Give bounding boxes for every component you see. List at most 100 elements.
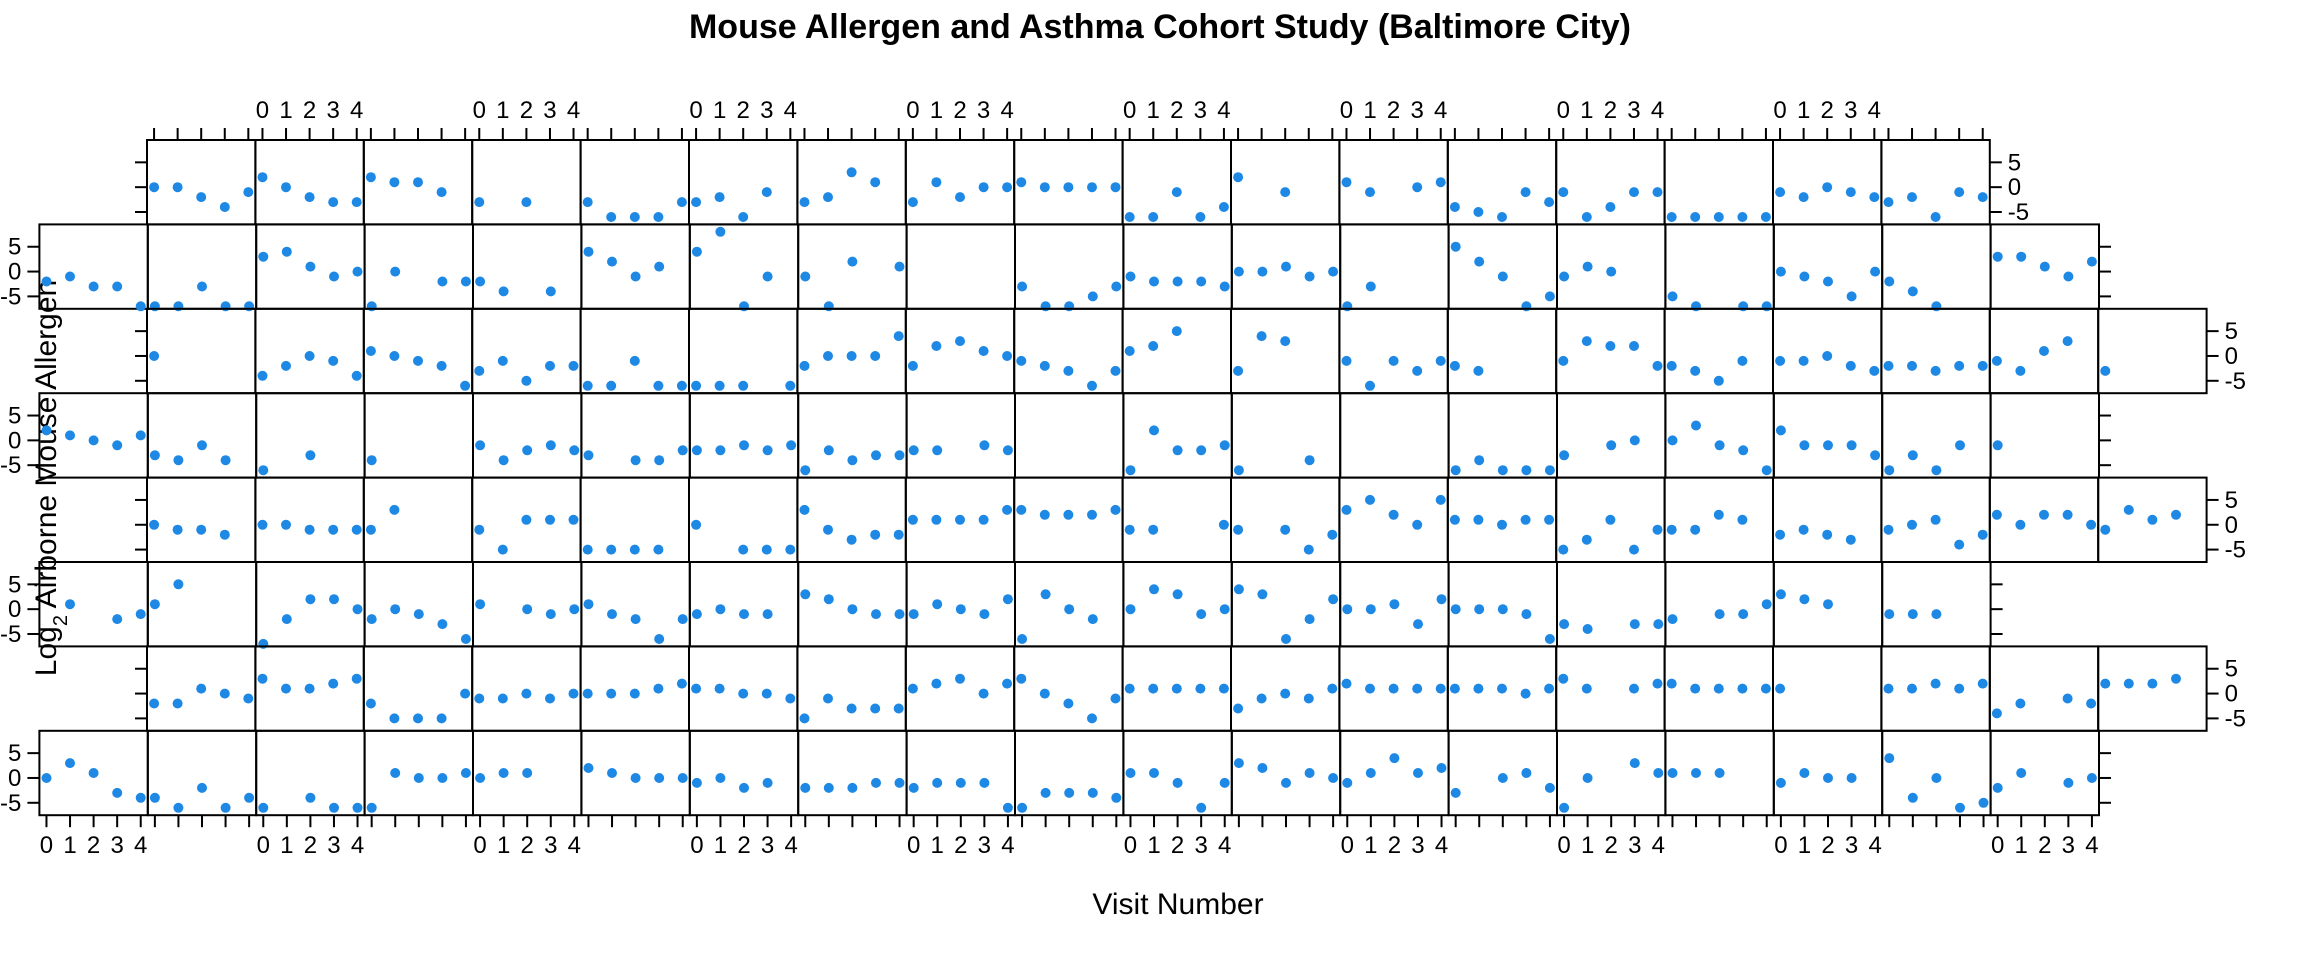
data-point — [1714, 768, 1725, 778]
data-point — [1087, 713, 1097, 724]
data-point — [41, 276, 52, 287]
data-point — [1412, 182, 1423, 193]
x-tick-label: 1 — [1364, 832, 1377, 859]
panel-frame — [688, 223, 800, 310]
data-point — [1304, 768, 1315, 778]
panel-frame — [1230, 307, 1341, 395]
panel-frame — [1663, 139, 1774, 226]
x-tick-label: 3 — [326, 97, 339, 124]
panel-frame — [688, 392, 800, 479]
panel-frame — [146, 392, 258, 479]
data-point — [1775, 187, 1786, 198]
panel-frame — [688, 729, 800, 817]
data-point — [907, 683, 918, 694]
data-point — [329, 271, 339, 282]
panel-frame — [580, 561, 691, 648]
data-point — [761, 187, 772, 198]
y-axis-label-subscript: 2 — [50, 615, 72, 626]
data-point — [738, 688, 749, 699]
data-point — [800, 589, 811, 600]
data-point — [823, 524, 833, 535]
data-point — [2039, 261, 2050, 272]
data-point — [931, 678, 942, 689]
data-point — [390, 604, 401, 615]
data-point — [1413, 768, 1423, 778]
panel-frame — [1989, 729, 2100, 817]
x-tick-label: 2 — [1170, 97, 1183, 124]
data-point — [1125, 465, 1136, 476]
data-point — [257, 519, 268, 530]
data-point — [243, 187, 254, 198]
data-point — [1931, 465, 1942, 476]
data-point — [1992, 440, 2003, 451]
data-point — [329, 802, 339, 813]
data-point — [172, 182, 183, 193]
x-tick-label: 4 — [1434, 97, 1447, 124]
data-point — [1172, 445, 1183, 456]
data-point — [1907, 683, 1917, 694]
data-point — [846, 167, 857, 178]
data-point — [1884, 609, 1895, 620]
data-point — [460, 768, 471, 778]
data-point — [715, 604, 726, 615]
data-point — [1449, 360, 1460, 371]
data-point — [1063, 365, 1074, 376]
data-point — [351, 673, 362, 684]
data-point — [846, 534, 857, 545]
data-point — [474, 693, 485, 704]
data-point — [1365, 604, 1376, 615]
data-point — [1930, 678, 1941, 689]
data-point — [569, 604, 580, 615]
x-tick-label: 0 — [1123, 97, 1136, 124]
panel-frame — [797, 729, 908, 817]
x-tick-label: 4 — [1652, 832, 1665, 859]
data-point — [1474, 455, 1485, 466]
data-point — [497, 355, 508, 366]
data-point — [304, 192, 315, 203]
data-point — [1544, 634, 1555, 644]
data-point — [676, 197, 687, 208]
data-point — [197, 440, 207, 451]
data-point — [1775, 266, 1786, 277]
data-point — [800, 271, 811, 282]
data-point — [1798, 524, 1809, 535]
data-point — [258, 465, 269, 476]
data-point — [1087, 787, 1098, 798]
data-point — [1822, 182, 1833, 193]
data-point — [281, 182, 291, 193]
panel-frame — [146, 307, 257, 395]
data-point — [1149, 276, 1159, 287]
data-point — [329, 594, 339, 605]
data-point — [823, 445, 834, 456]
data-point — [1605, 341, 1616, 351]
data-point — [1907, 286, 1918, 297]
data-point — [88, 281, 99, 292]
data-point — [1869, 365, 1880, 376]
data-point — [1581, 212, 1592, 222]
data-point — [88, 435, 99, 446]
data-point — [1449, 514, 1460, 525]
data-point — [365, 524, 376, 535]
x-tick-label: 3 — [2062, 832, 2075, 859]
data-point — [846, 703, 857, 714]
panel-frame — [363, 392, 475, 479]
data-point — [2123, 504, 2134, 515]
data-point — [305, 792, 316, 803]
data-point — [522, 604, 533, 615]
data-point — [545, 514, 555, 525]
data-point — [352, 802, 363, 813]
data-point — [823, 192, 833, 203]
data-point — [714, 683, 725, 694]
data-point — [1544, 782, 1555, 793]
data-point — [460, 688, 471, 699]
data-point — [1063, 698, 1074, 709]
data-point — [197, 782, 207, 793]
data-point — [1870, 266, 1881, 277]
data-point — [2086, 519, 2097, 530]
x-tick-label: 3 — [760, 97, 773, 124]
data-point — [1907, 792, 1918, 803]
data-point — [498, 768, 509, 778]
data-point — [1690, 524, 1701, 535]
panel-frame — [471, 139, 582, 226]
y-tick-label: 0 — [2008, 174, 2021, 201]
